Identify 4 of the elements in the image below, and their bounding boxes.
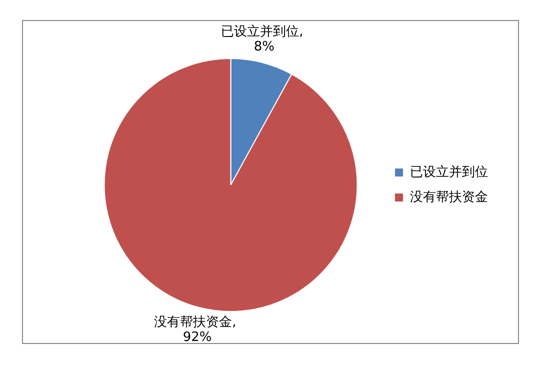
legend-label: 没有帮扶资金 [410, 190, 488, 205]
data-label: 已设立并到位, 8% [221, 24, 308, 55]
legend-label: 已设立并到位 [410, 164, 488, 180]
data-label: 没有帮扶资金, 92% [154, 315, 240, 346]
